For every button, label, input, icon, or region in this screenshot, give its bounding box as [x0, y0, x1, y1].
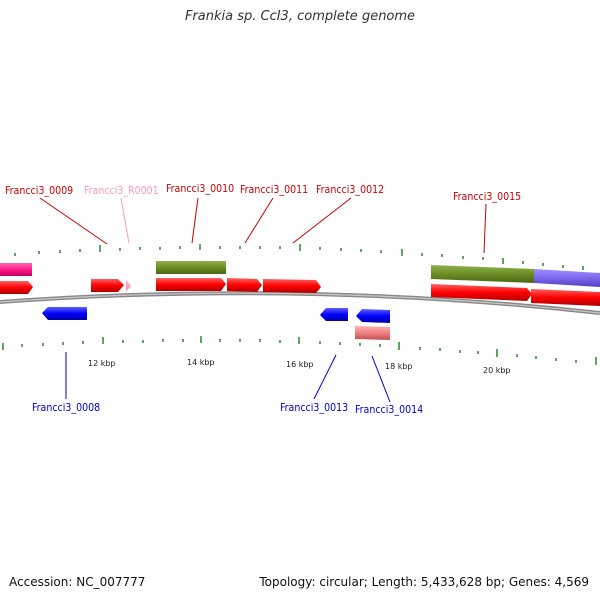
gene-purple-right — [534, 269, 600, 287]
scale-label-14kbp: 14 kbp — [187, 358, 215, 367]
scale-label-12kbp: 12 kbp — [88, 359, 116, 368]
gene-salmon-0014 — [355, 326, 390, 340]
label-francci3-0010: Francci3_0010 — [166, 183, 234, 195]
bottom-leader-lines — [65, 352, 391, 403]
accession-text: Accession: NC_007777 — [9, 575, 146, 589]
gene-francci3-0008 — [42, 307, 87, 320]
genome-title: Frankia sp. CcI3, complete genome — [184, 9, 416, 24]
gene-red-left — [0, 281, 33, 294]
label-francci3-r0001: Francci3_R0001 — [84, 185, 159, 197]
label-francci3-0011: Francci3_0011 — [240, 184, 308, 196]
gene-francci3-0010 — [156, 278, 226, 291]
gene-francci3-0013 — [320, 308, 348, 321]
label-francci3-0008: Francci3_0008 — [32, 402, 100, 414]
scale-label-16kbp: 16 kbp — [286, 360, 314, 369]
gene-francci3-0014 — [356, 309, 390, 323]
gene-pink-left — [0, 263, 32, 276]
gene-francci3-0009 — [91, 279, 124, 292]
label-francci3-0013: Francci3_0013 — [280, 402, 348, 414]
label-francci3-0012: Francci3_0012 — [316, 184, 384, 196]
gene-red-right — [531, 289, 600, 306]
lower-ticks — [2, 336, 597, 365]
label-francci3-0015: Francci3_0015 — [453, 191, 521, 203]
gene-green-0010 — [156, 261, 226, 274]
top-leader-lines — [39, 197, 487, 254]
upper-ticks — [14, 244, 584, 270]
gene-francci3-0012 — [263, 279, 321, 293]
genome-stats-text: Topology: circular; Length: 5,433,628 bp… — [259, 575, 589, 589]
scale-label-20kbp: 20 kbp — [483, 366, 511, 375]
gene-francci3-0011 — [227, 278, 262, 292]
gene-green-0015 — [431, 265, 534, 283]
scale-label-18kbp: 18 kbp — [385, 362, 413, 371]
label-francci3-0014: Francci3_0014 — [355, 404, 423, 416]
gene-francci3-0015 — [431, 284, 532, 301]
gene-francci3-r0001 — [126, 280, 131, 292]
label-francci3-0009: Francci3_0009 — [5, 185, 73, 197]
